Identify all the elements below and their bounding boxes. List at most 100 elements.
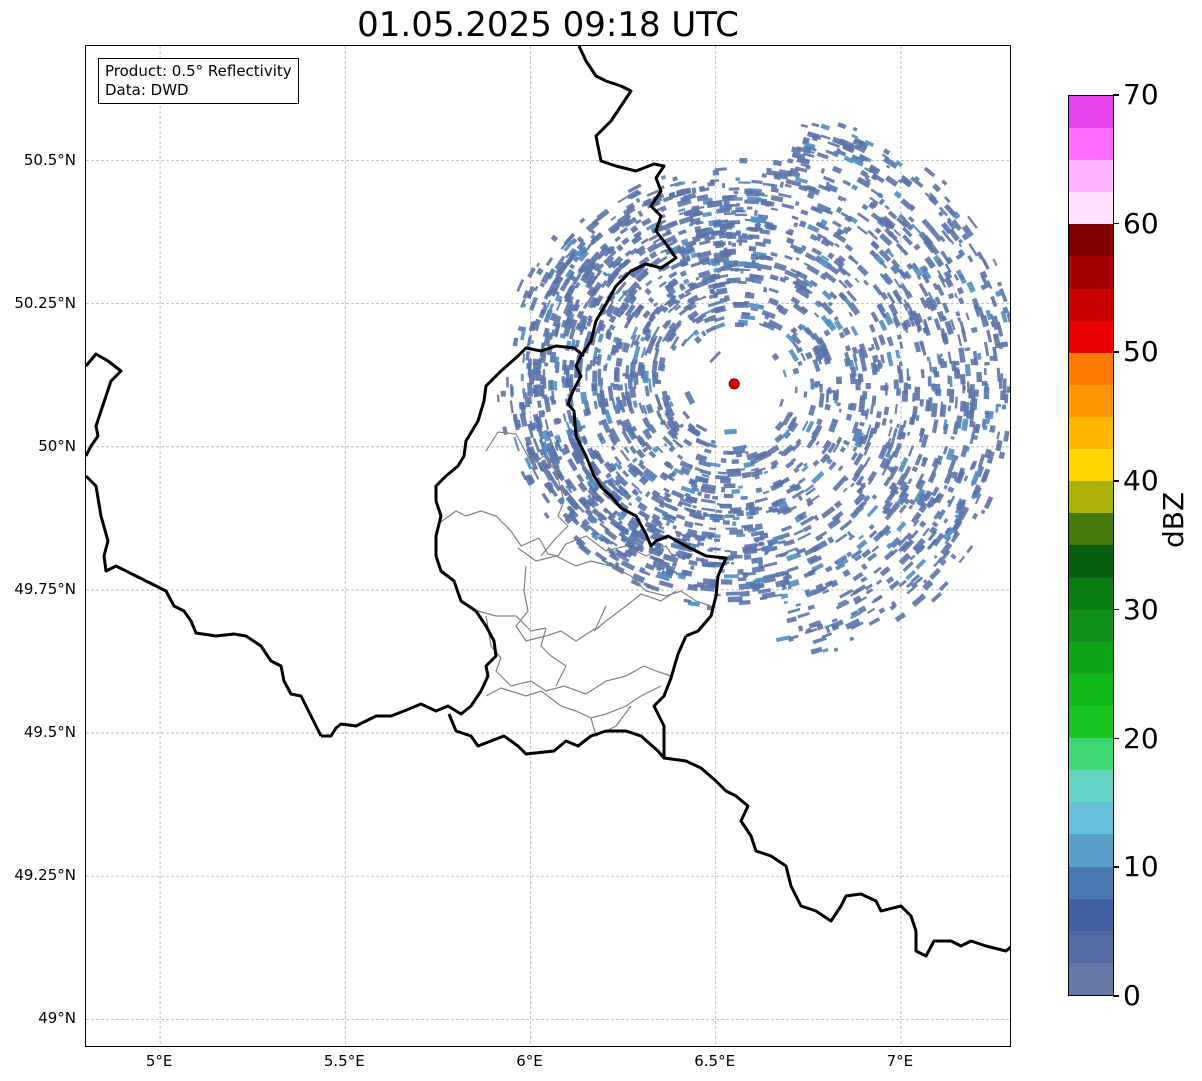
- echo-pixel: [697, 491, 703, 497]
- echo-pixel: [842, 569, 851, 578]
- echo-pixel: [943, 518, 949, 524]
- echo-pixel: [819, 273, 828, 281]
- echo-pixel: [879, 260, 888, 269]
- echo-pixel: [583, 400, 592, 416]
- echo-pixel: [806, 554, 819, 564]
- echo-pixel: [638, 476, 648, 486]
- echo-pixel: [919, 399, 924, 407]
- echo-pixel: [851, 346, 859, 355]
- echo-pixel: [935, 455, 944, 464]
- echo-pixel: [863, 494, 871, 503]
- echo-pixel: [806, 264, 820, 276]
- echo-pixel: [550, 234, 559, 242]
- echo-pixel: [825, 181, 830, 185]
- echo-pixel: [746, 196, 762, 201]
- echo-pixel: [644, 385, 650, 397]
- lat-tick-label: 50°N: [38, 436, 76, 455]
- echo-pixel: [870, 173, 879, 181]
- echo-pixel: [844, 214, 853, 223]
- echo-pixel: [645, 221, 659, 231]
- echo-pixel: [891, 427, 898, 442]
- echo-pixel: [575, 388, 581, 393]
- echo-pixel: [614, 494, 623, 503]
- echo-pixel: [901, 538, 915, 553]
- echo-pixel: [802, 152, 815, 158]
- echo-pixel: [625, 397, 633, 413]
- echo-pixel: [914, 386, 921, 401]
- echo-pixel: [679, 284, 686, 292]
- echo-pixel: [736, 533, 746, 538]
- echo-pixel: [889, 484, 900, 496]
- echo-pixel: [837, 266, 847, 276]
- echo-pixel: [965, 446, 970, 453]
- echo-pixel: [592, 262, 601, 271]
- echo-pixel: [947, 486, 955, 493]
- echo-pixel: [554, 356, 559, 369]
- echo-pixel: [954, 513, 961, 520]
- echo-pixel: [846, 226, 852, 232]
- echo-pixel: [641, 404, 648, 415]
- echo-pixel: [573, 303, 581, 312]
- echo-pixel: [974, 423, 981, 434]
- echo-pixel: [879, 566, 891, 577]
- echo-pixel: [832, 231, 847, 244]
- echo-pixel: [933, 554, 938, 559]
- radar-map[interactable]: Product: 0.5° Reflectivity Data: DWD: [85, 45, 1011, 1047]
- echo-pixel: [747, 515, 754, 520]
- echo-pixel: [833, 554, 848, 565]
- echo-pixel: [597, 368, 602, 379]
- echo-pixel: [825, 149, 835, 156]
- echo-pixel: [809, 233, 818, 242]
- echo-pixel: [808, 620, 822, 629]
- echo-pixel: [850, 451, 859, 461]
- country-borders: [86, 46, 1010, 958]
- echo-pixel: [823, 271, 837, 284]
- echo-pixel: [543, 462, 552, 471]
- echo-pixel: [903, 382, 908, 394]
- echo-pixel: [778, 192, 792, 199]
- echo-pixel: [930, 229, 943, 243]
- echo-pixel: [934, 296, 942, 306]
- echo-pixel: [989, 355, 995, 362]
- echo-pixel: [643, 582, 653, 589]
- echo-pixel: [541, 429, 551, 442]
- echo-pixel: [608, 427, 621, 444]
- echo-pixel: [569, 263, 576, 270]
- echo-pixel: [530, 339, 535, 345]
- echo-pixel: [786, 616, 797, 624]
- echo-pixel: [781, 428, 790, 439]
- echo-pixel: [745, 506, 756, 511]
- echo-pixel: [805, 497, 812, 504]
- echo-pixel: [618, 501, 629, 511]
- echo-pixel: [947, 217, 952, 223]
- echo-pixel: [911, 593, 927, 608]
- echo-pixel: [607, 385, 614, 401]
- echo-pixel: [868, 530, 878, 539]
- echo-pixel: [664, 491, 672, 498]
- echo-pixel: [583, 246, 591, 254]
- echo-pixel: [622, 373, 629, 377]
- echo-pixel: [581, 467, 592, 481]
- echo-pixel: [546, 299, 552, 308]
- echo-pixel: [601, 558, 614, 568]
- echo-pixel: [549, 312, 558, 322]
- echo-pixel: [648, 378, 653, 393]
- echo-pixel: [868, 201, 876, 210]
- echo-pixel: [712, 282, 726, 290]
- echo-pixel: [920, 369, 925, 379]
- echo-pixel: [821, 448, 827, 455]
- echo-pixel: [898, 492, 910, 506]
- echo-pixel: [615, 357, 623, 367]
- echo-pixel: [902, 234, 913, 246]
- echo-pixel: [775, 570, 785, 578]
- echo-pixel: [816, 152, 829, 160]
- echo-pixel: [986, 280, 993, 290]
- echo-pixel: [930, 472, 937, 484]
- echo-pixel: [910, 262, 923, 278]
- echo-pixel: [833, 647, 839, 653]
- echo-pixel: [595, 263, 605, 273]
- echo-pixel: [867, 552, 878, 562]
- echo-pixel: [591, 533, 600, 541]
- echo-pixel: [723, 483, 736, 489]
- echo-pixel: [576, 427, 582, 433]
